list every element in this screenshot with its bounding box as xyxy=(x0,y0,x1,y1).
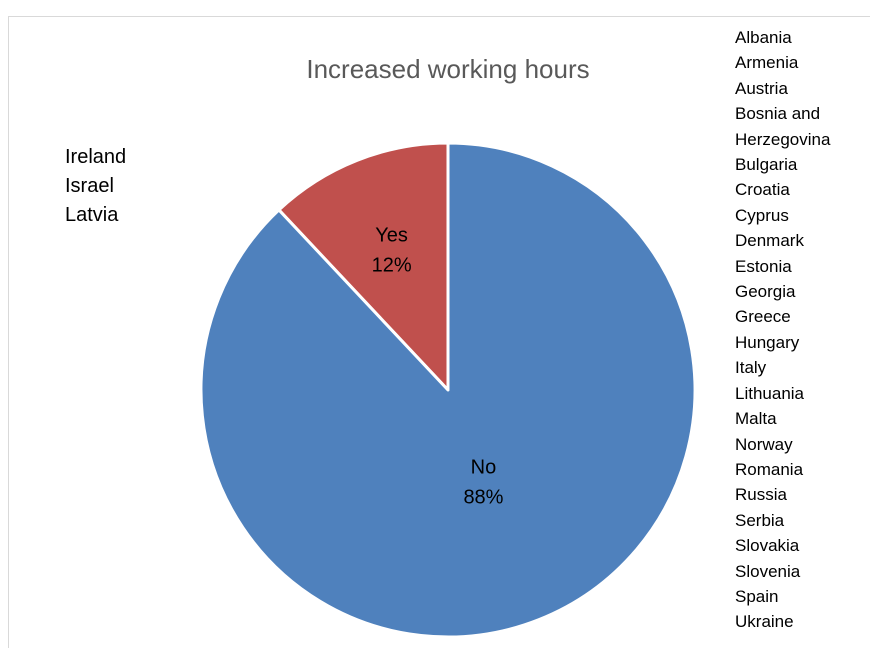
no-country-item: Bosnia and xyxy=(735,104,821,124)
slice-value-label: 88% xyxy=(463,487,503,509)
no-countries-list: Albania Armenia Austria Bosnia and Herzegovi… xyxy=(735,25,830,635)
no-country-item: Norway xyxy=(735,434,793,454)
pie-slice-labels: Yes 12% No 88% xyxy=(372,225,504,509)
pie-slice-no xyxy=(199,141,697,639)
chart-title: Increased working hours xyxy=(306,54,590,84)
no-country-item: Serbia xyxy=(735,510,785,530)
no-country-item: Lithuania xyxy=(735,383,805,403)
no-country-item: Ukraine xyxy=(735,612,794,632)
no-country-item: Bulgaria xyxy=(735,155,798,175)
no-country-item: Croatia xyxy=(735,180,790,200)
no-country-item: Spain xyxy=(735,586,779,606)
no-country-item: Slovenia xyxy=(735,561,801,581)
yes-countries-list: Ireland Israel Latvia xyxy=(65,143,126,230)
pie-slices xyxy=(199,141,697,639)
no-country-item: Italy xyxy=(735,358,767,378)
yes-country-item: Israel xyxy=(65,175,114,197)
no-country-item: Herzegovina xyxy=(735,129,831,149)
no-country-item: Georgia xyxy=(735,282,796,302)
no-country-item: Austria xyxy=(735,78,788,98)
slice-value-label: 12% xyxy=(372,255,412,277)
no-country-item: Estonia xyxy=(735,256,792,276)
slice-category-label: No xyxy=(471,457,497,479)
no-country-item: Russia xyxy=(735,485,787,505)
no-country-item: Albania xyxy=(735,28,792,47)
no-country-item: Malta xyxy=(735,409,777,429)
no-country-item: Slovakia xyxy=(735,536,800,556)
slice-category-label: Yes xyxy=(375,225,408,247)
yes-country-item: Latvia xyxy=(65,204,119,226)
no-country-item: Cyprus xyxy=(735,205,789,225)
no-country-item: Armenia xyxy=(735,53,799,73)
pie-slice-yes xyxy=(277,141,450,392)
no-country-item: Romania xyxy=(735,459,804,479)
no-country-item: Greece xyxy=(735,307,791,327)
no-country-item: Hungary xyxy=(735,332,800,352)
no-country-item: Denmark xyxy=(735,231,804,251)
chart-frame xyxy=(8,16,870,648)
yes-country-item: Ireland xyxy=(65,146,127,168)
